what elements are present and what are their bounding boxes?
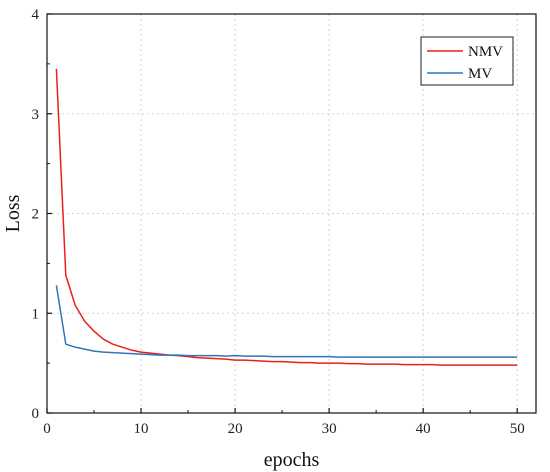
legend-label-mv: MV (468, 66, 492, 82)
legend: NMV MV (420, 36, 514, 86)
legend-label-nmv: NMV (468, 44, 503, 60)
tick-labels: 0 10 20 30 40 50 0 1 2 3 4 (32, 7, 525, 437)
legend-box (420, 36, 514, 86)
y-tick-label: 2 (32, 207, 40, 223)
x-tick-label: 20 (228, 421, 243, 437)
series-line-mv (55, 285, 518, 358)
y-tick-label: 3 (32, 107, 40, 123)
x-tick-label: 0 (43, 421, 51, 437)
y-tick-label: 0 (32, 406, 40, 422)
series-layer (55, 68, 518, 366)
x-tick-label: 30 (322, 421, 337, 437)
series-line-nmv (55, 68, 518, 366)
y-tick-label: 4 (32, 7, 40, 23)
x-tick-label: 40 (416, 421, 431, 437)
y-tick-label: 1 (32, 306, 40, 322)
x-tick-label: 10 (134, 421, 149, 437)
axis-ticks (46, 13, 518, 414)
x-tick-label: 50 (510, 421, 525, 437)
x-axis-title: epochs (264, 449, 320, 471)
y-axis-title: Loss (2, 194, 24, 232)
